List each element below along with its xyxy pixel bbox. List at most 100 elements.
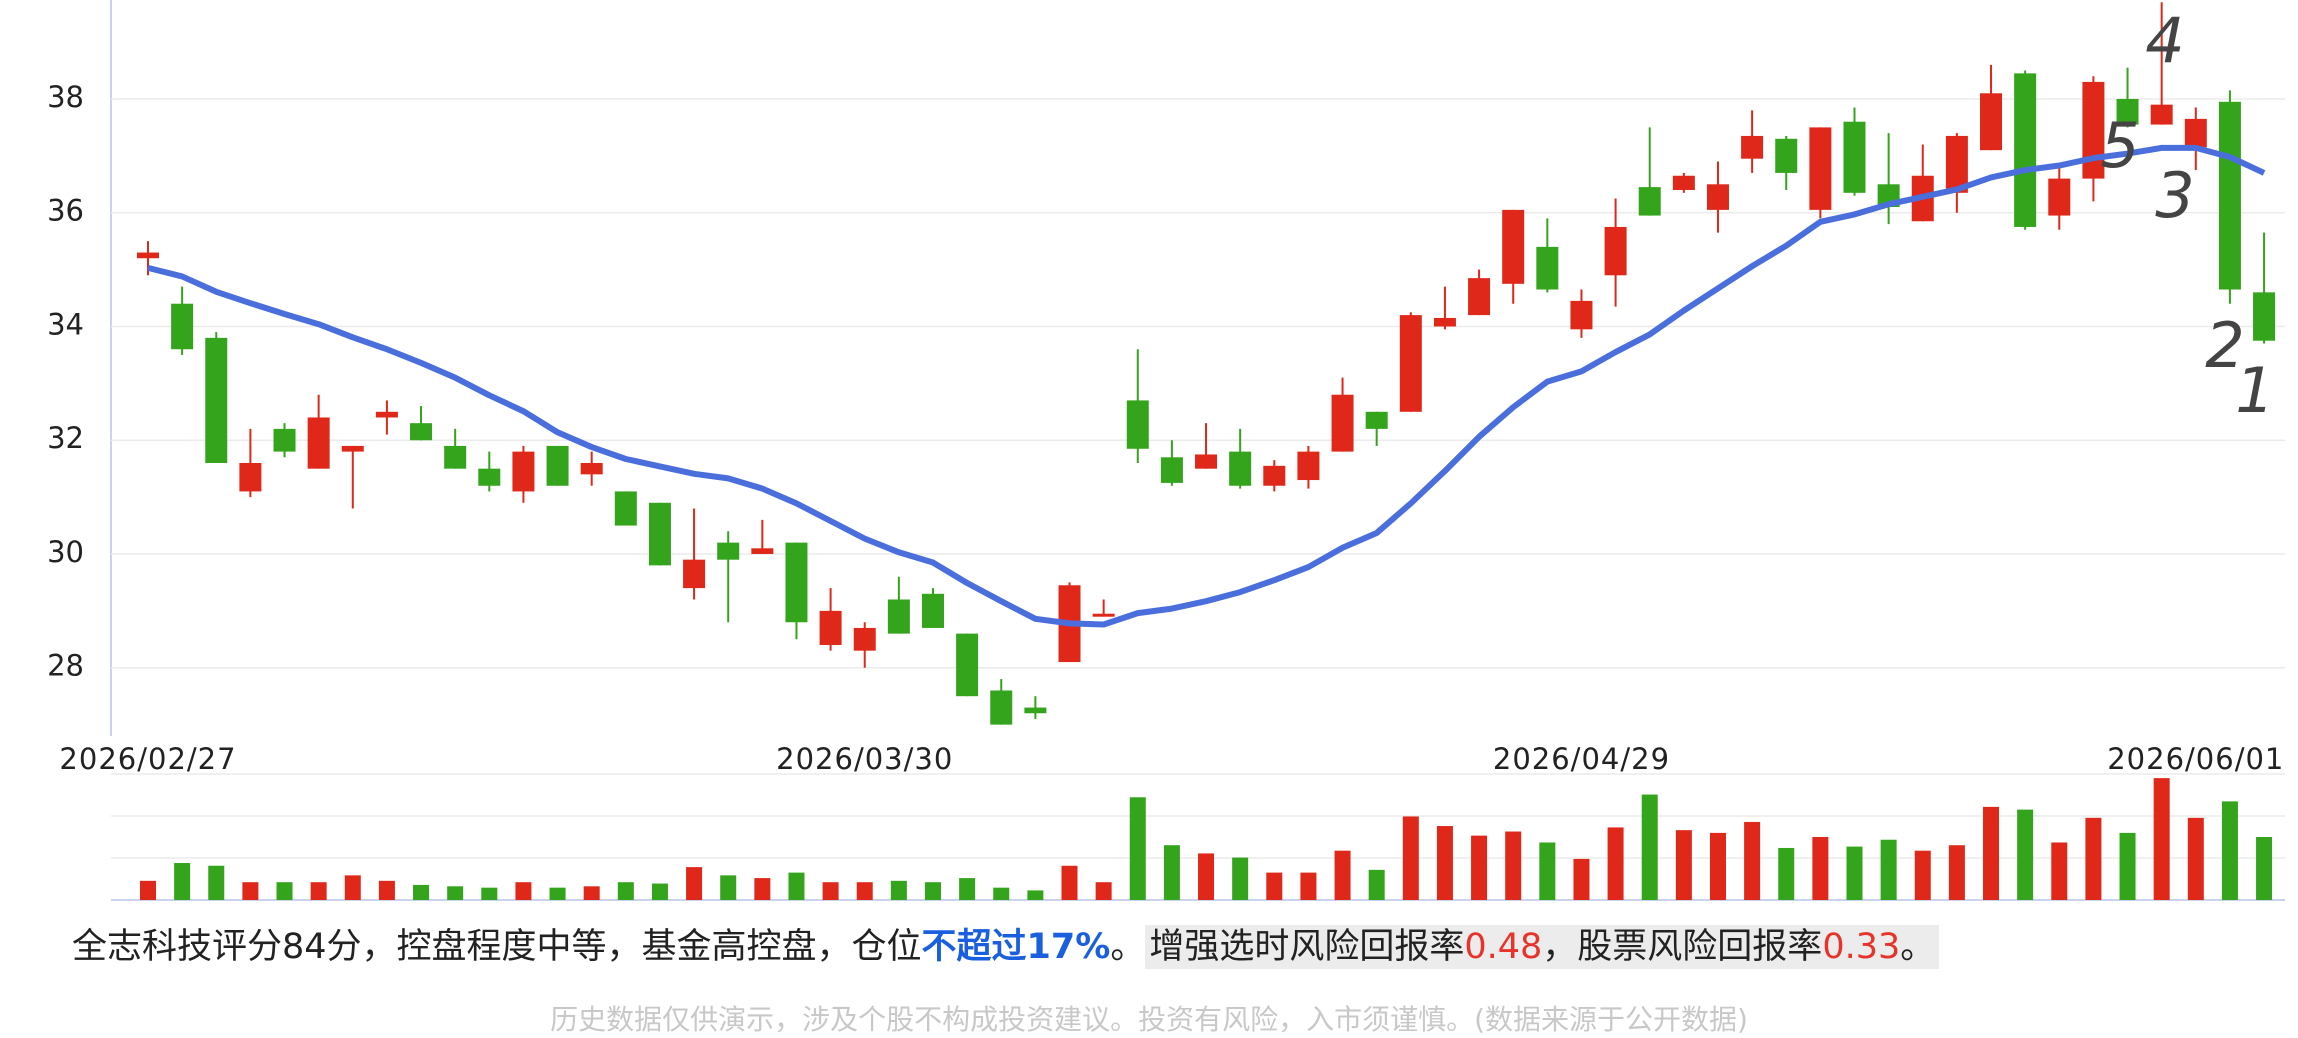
candle-body bbox=[1945, 135, 1968, 193]
candle-body bbox=[990, 690, 1013, 725]
candle-body bbox=[1092, 613, 1115, 617]
volume-bar bbox=[822, 882, 839, 900]
candle-body bbox=[1741, 135, 1764, 159]
candle-body bbox=[1297, 451, 1320, 481]
y-tick-label: 30 bbox=[47, 535, 84, 569]
volume-bar bbox=[1471, 835, 1488, 900]
y-tick-label: 36 bbox=[47, 194, 84, 228]
summary-text: 增强选时风险回报率 bbox=[1149, 927, 1465, 967]
candle-body bbox=[614, 491, 637, 526]
volume-bar bbox=[1436, 826, 1453, 900]
volume-bar bbox=[447, 886, 464, 900]
candle-body bbox=[1229, 451, 1252, 486]
candle-body bbox=[1843, 121, 1866, 193]
volume-bar bbox=[1266, 872, 1283, 900]
candle-body bbox=[171, 303, 194, 350]
candle-body bbox=[1399, 315, 1422, 412]
candle-body bbox=[239, 462, 262, 492]
handwritten-annotation: 4 bbox=[2145, 4, 2184, 77]
candle-body bbox=[2116, 98, 2139, 125]
candle-body bbox=[1263, 465, 1286, 486]
volume-bar bbox=[788, 872, 805, 900]
candle-body bbox=[1433, 317, 1456, 327]
volume-bar bbox=[1675, 830, 1692, 900]
volume-bar bbox=[890, 880, 907, 900]
volume-bar bbox=[2221, 801, 2238, 900]
volume-bar bbox=[2051, 842, 2068, 900]
candle-body bbox=[1638, 187, 1661, 216]
candle-body bbox=[1365, 411, 1388, 429]
candle-body bbox=[1980, 93, 2003, 151]
candle-body bbox=[546, 445, 569, 486]
volume-bar bbox=[2119, 832, 2136, 900]
volume-bar bbox=[1402, 816, 1419, 900]
candle-body bbox=[956, 633, 979, 697]
candle-body bbox=[819, 610, 842, 645]
candle-body bbox=[853, 627, 876, 651]
volume-bar bbox=[993, 887, 1010, 900]
candle-body bbox=[1604, 226, 1627, 276]
candle-body bbox=[683, 559, 706, 589]
candle-body bbox=[1706, 184, 1729, 210]
handwritten-annotation: 5 bbox=[2100, 109, 2139, 182]
candle-body bbox=[1502, 209, 1525, 284]
volume-bar bbox=[310, 882, 327, 900]
handwritten-annotation: 1 bbox=[2235, 354, 2274, 427]
candle-body bbox=[410, 423, 433, 441]
volume-bar bbox=[617, 882, 634, 900]
volume-bar bbox=[208, 865, 225, 900]
volume-bar bbox=[1505, 831, 1522, 900]
summary-highlight: 不超过17% bbox=[921, 927, 1111, 967]
volume-bar bbox=[1983, 806, 2000, 900]
volume-bar bbox=[856, 882, 873, 900]
volume-bar bbox=[344, 875, 361, 900]
volume-bar bbox=[1027, 890, 1044, 900]
candle-body bbox=[1160, 457, 1183, 483]
candle-body bbox=[205, 337, 228, 463]
volume-bar bbox=[413, 884, 430, 900]
candle-body bbox=[1331, 394, 1354, 452]
volume-bar bbox=[1948, 845, 1965, 900]
summary-box: 增强选时风险回报率0.48，股票风险回报率0.33。 bbox=[1145, 925, 1940, 969]
volume-bar bbox=[1914, 850, 1931, 900]
summary-text: ，股票风险回报率 bbox=[1542, 927, 1823, 967]
volume-bar bbox=[583, 886, 600, 900]
candle-body bbox=[2184, 118, 2207, 148]
volume-bar bbox=[959, 878, 976, 900]
volume-bar bbox=[1129, 797, 1146, 900]
volume-bar bbox=[2017, 809, 2034, 900]
candle-body bbox=[307, 417, 330, 469]
volume-bar bbox=[1573, 858, 1590, 900]
volume-bar bbox=[481, 887, 498, 900]
candle-body bbox=[1195, 454, 1218, 469]
volume-bar bbox=[924, 882, 941, 900]
volume-bar bbox=[549, 887, 566, 900]
candle-body bbox=[341, 445, 364, 452]
y-tick-label: 34 bbox=[47, 307, 84, 341]
footnote: 历史数据仅供演示，涉及个股不构成投资建议。投资有风险，入市须谨慎。(数据来源于公… bbox=[550, 1003, 1748, 1036]
candle-body bbox=[921, 593, 944, 628]
candle-body bbox=[1126, 400, 1149, 449]
candle-body bbox=[1570, 300, 1593, 330]
volume-bar bbox=[2153, 778, 2170, 900]
moving-average bbox=[147, 144, 2266, 628]
summary-text: 。 bbox=[1110, 927, 1146, 967]
x-tick-label: 2026/02/27 bbox=[59, 742, 236, 776]
volume-bar bbox=[1232, 857, 1249, 900]
summary-value: 0.48 bbox=[1464, 927, 1543, 967]
volume-bar bbox=[1846, 846, 1863, 900]
y-tick-label: 38 bbox=[47, 80, 84, 114]
y-tick-label: 28 bbox=[47, 649, 84, 683]
volume-bar bbox=[754, 878, 771, 900]
candle-body bbox=[375, 411, 398, 418]
handwritten-annotation: 2 bbox=[2205, 309, 2244, 382]
volume-bar bbox=[1778, 847, 1795, 900]
candle-body bbox=[751, 548, 774, 554]
candle-body bbox=[1775, 138, 1798, 173]
candle-body bbox=[137, 252, 159, 259]
summary-value: 0.33 bbox=[1822, 927, 1901, 967]
x-tick-label: 2026/04/29 bbox=[1493, 742, 1670, 776]
x-tick-label: 2026/03/30 bbox=[776, 742, 953, 776]
volume-bar bbox=[1334, 850, 1351, 900]
candle-body bbox=[1672, 175, 1695, 190]
